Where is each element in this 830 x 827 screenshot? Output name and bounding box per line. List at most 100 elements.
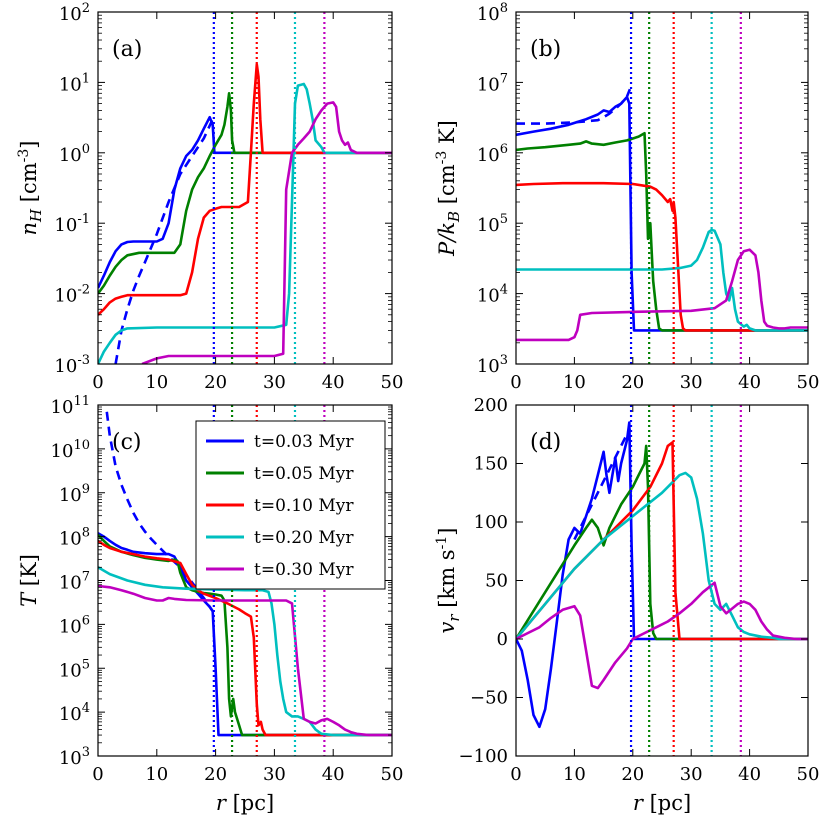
- legend-label: t=0.20 Myr: [254, 528, 354, 548]
- series-line: [98, 82, 392, 364]
- y-tick-label: 100: [474, 512, 508, 533]
- y-tick-label: 10-3: [54, 353, 90, 377]
- x-tick-label: 30: [263, 764, 286, 785]
- series-line: [516, 88, 632, 125]
- series-line: [516, 131, 808, 332]
- x-tick-label: 10: [563, 372, 586, 393]
- series-line: [516, 181, 808, 332]
- x-tick-label: 30: [680, 372, 703, 393]
- y-tick-label: 106: [59, 613, 90, 637]
- panel-label: (c): [112, 430, 142, 455]
- x-axis-label: r [pc]: [633, 791, 691, 815]
- series-line: [98, 566, 392, 737]
- x-tick-label: 50: [797, 372, 820, 393]
- y-tick-label: 105: [59, 657, 90, 681]
- legend-label: t=0.10 Myr: [254, 496, 354, 516]
- x-tick-label: 30: [680, 764, 703, 785]
- x-tick-label: 10: [563, 764, 586, 785]
- y-tick-label: 105: [477, 212, 508, 236]
- panel-b: 0 10 20 30 40 50 103 104 105 106 107 108 (b) P/kB [cm…: [434, 1, 819, 393]
- series-line: [516, 248, 808, 342]
- series-line: [105, 411, 214, 612]
- plot-area: [516, 12, 808, 364]
- legend-label: t=0.30 Myr: [254, 560, 354, 580]
- y-tick-label: 102: [59, 1, 90, 25]
- plot-area: [98, 12, 392, 364]
- y-tick-label: 101: [59, 71, 90, 95]
- x-tick-label: 0: [92, 764, 103, 785]
- series-line: [516, 441, 808, 641]
- series-line: [98, 539, 392, 737]
- series-line: [141, 101, 392, 364]
- y-tick-label: 10-1: [54, 212, 90, 236]
- y-axis-label: vr [km s-1]: [434, 528, 463, 634]
- series-line: [98, 584, 392, 737]
- y-tick-label: 0: [497, 629, 508, 650]
- y-axis-label: nH [cm-3]: [16, 140, 45, 235]
- series-line: [516, 444, 808, 641]
- y-tick-label: 103: [59, 745, 90, 769]
- panel-label: (a): [112, 37, 142, 62]
- x-tick-label: 0: [510, 372, 521, 393]
- x-tick-label: 0: [510, 764, 521, 785]
- legend-label: t=0.03 Myr: [254, 432, 354, 452]
- y-tick-label: −100: [459, 746, 508, 767]
- x-tick-label: 20: [621, 372, 644, 393]
- series-line: [516, 421, 808, 729]
- legend: t=0.03 Myr t=0.05 Myr t=0.10 Myr t=0.20 Myr…: [195, 420, 386, 590]
- y-tick-label: 108: [477, 1, 508, 25]
- x-tick-label: 0: [92, 372, 103, 393]
- y-tick-label: 107: [59, 570, 90, 594]
- y-tick-label: 200: [474, 395, 508, 416]
- y-tick-label: 106: [477, 142, 508, 166]
- x-tick-label: 30: [263, 372, 286, 393]
- x-tick-label: 20: [204, 372, 227, 393]
- plot-area: [516, 405, 808, 756]
- y-tick-label: 104: [477, 283, 508, 307]
- y-tick-label: 100: [59, 142, 90, 166]
- y-axis-label: T [K]: [17, 554, 41, 607]
- x-tick-label: 20: [621, 764, 644, 785]
- y-tick-label: 150: [474, 454, 508, 475]
- x-tick-label: 50: [381, 764, 404, 785]
- y-tick-label: 1010: [51, 438, 90, 462]
- x-tick-label: 50: [797, 764, 820, 785]
- y-axis-label: P/kB [cm-3 K]: [434, 120, 463, 257]
- axes-frame: [515, 11, 809, 365]
- x-tick-label: 10: [145, 372, 168, 393]
- axes-frame: [515, 404, 809, 757]
- x-tick-label: 20: [204, 764, 227, 785]
- series-line: [114, 118, 214, 364]
- legend-label: t=0.05 Myr: [254, 464, 354, 484]
- x-tick-label: 40: [322, 372, 345, 393]
- y-tick-label: 50: [485, 571, 508, 592]
- series-line: [516, 228, 808, 332]
- series-line: [516, 95, 808, 332]
- x-tick-label: 50: [381, 372, 404, 393]
- panel-label: (d): [530, 430, 561, 455]
- panel-a: 0 10 20 30 40 50 10-3 10-2 10-1 100 101 102 (a) nH [c…: [16, 1, 403, 393]
- x-axis-label: r [pc]: [216, 791, 274, 815]
- series-line: [98, 63, 392, 316]
- axes-frame: [97, 11, 393, 365]
- x-tick-label: 40: [322, 764, 345, 785]
- panel-label: (b): [530, 37, 561, 62]
- x-tick-label: 40: [738, 764, 761, 785]
- y-tick-label: 103: [477, 353, 508, 377]
- y-tick-label: 10-2: [54, 283, 90, 307]
- series-line: [516, 581, 808, 690]
- series-line: [516, 471, 808, 641]
- series-line: [573, 427, 632, 541]
- y-tick-label: 109: [59, 482, 90, 506]
- x-tick-label: 40: [738, 372, 761, 393]
- series-line: [98, 92, 392, 295]
- y-tick-label: 104: [59, 701, 90, 725]
- x-tick-label: 10: [145, 764, 168, 785]
- panel-d: 0 10 20 30 40 50 −100 −50 0 50 100 150 200 (d) vr [km …: [434, 395, 819, 815]
- y-tick-label: 1011: [51, 394, 90, 418]
- y-tick-label: 107: [477, 71, 508, 95]
- y-tick-label: 108: [59, 526, 90, 550]
- y-tick-label: −50: [470, 688, 508, 709]
- panel-c: 0 10 20 30 40 50 103 104 105 106 107 108 109 1010 1011…: [17, 394, 403, 815]
